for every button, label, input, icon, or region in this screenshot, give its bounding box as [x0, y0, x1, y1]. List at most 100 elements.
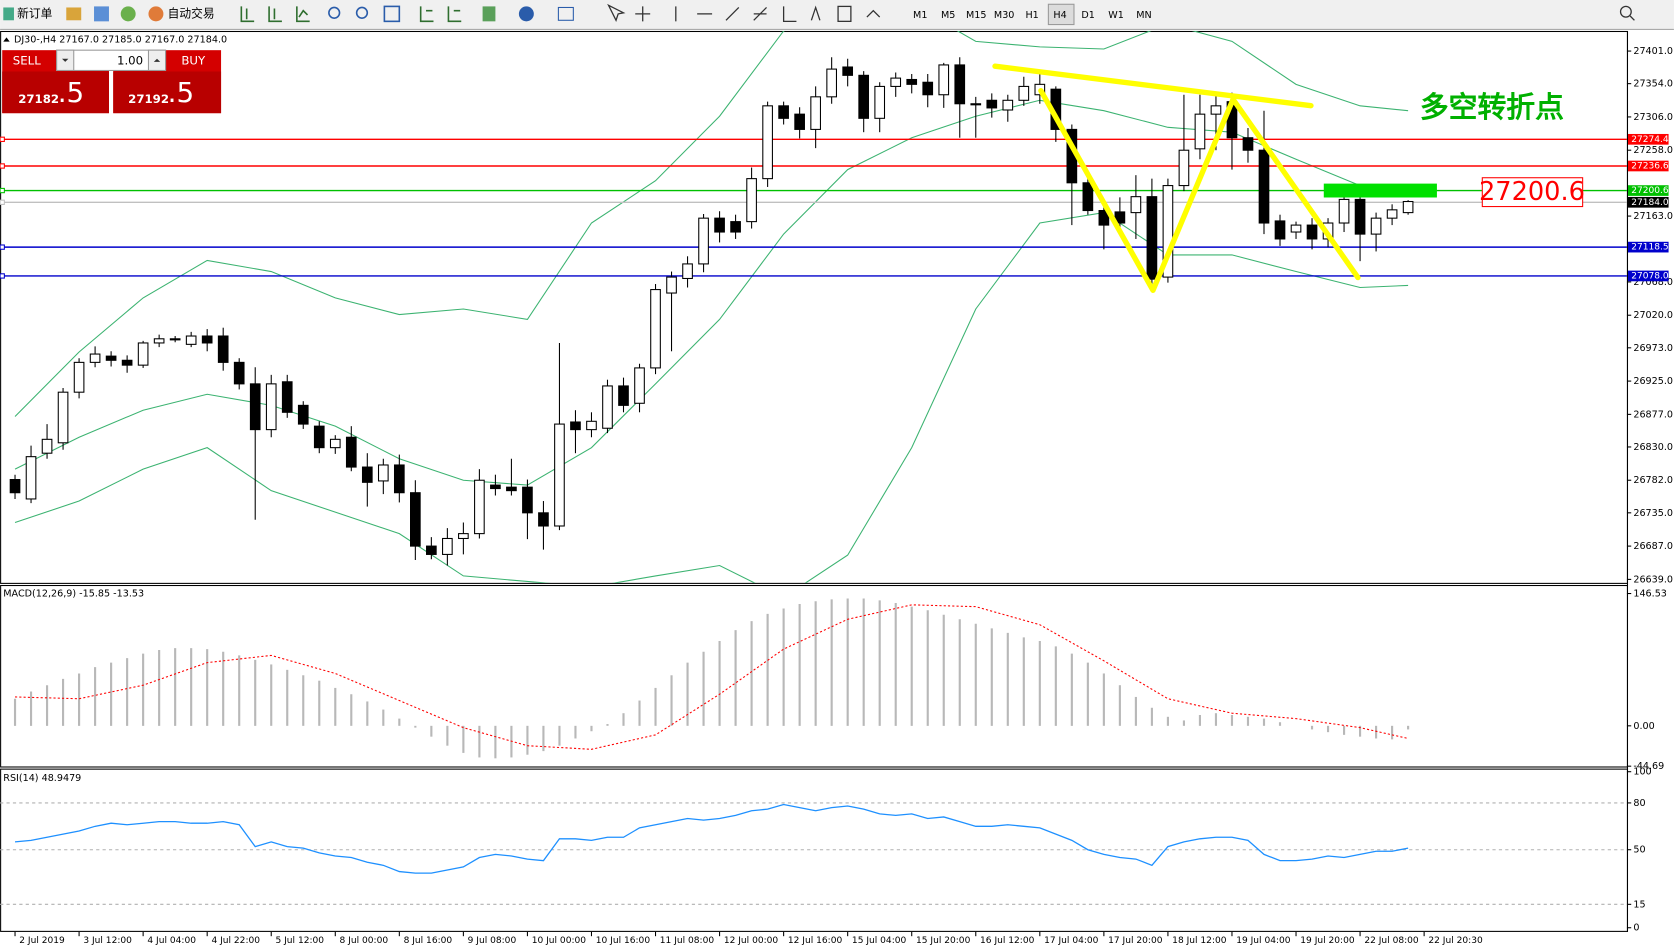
timeframe-button[interactable]: MN: [1136, 10, 1151, 21]
scroll-icon[interactable]: [419, 6, 434, 23]
trendline-icon[interactable]: [725, 7, 740, 21]
y-tick-label: -44.69: [1633, 761, 1664, 772]
chart-candle-icon[interactable]: [268, 6, 282, 23]
candle-body: [490, 484, 501, 490]
sell-price-area[interactable]: [2, 71, 109, 114]
price-level-label: 27118.5: [1631, 243, 1668, 253]
candle-body: [1146, 196, 1158, 280]
candle-body: [442, 537, 453, 555]
tool-icon[interactable]: [94, 6, 109, 22]
candle-body: [410, 492, 421, 547]
y-tick-label: 27020.0: [1633, 310, 1673, 321]
candle-body: [1002, 99, 1014, 111]
lot-up-arrow: [153, 58, 161, 62]
timeframe-button[interactable]: M5: [941, 10, 955, 21]
buy-price-area[interactable]: [113, 71, 222, 114]
candle-body: [842, 66, 854, 76]
x-tick-label: 17 Jul 20:00: [1108, 936, 1163, 946]
candle-body: [506, 486, 517, 492]
period-icon[interactable]: [518, 6, 534, 22]
candle-body: [89, 353, 101, 363]
new-order-icon[interactable]: [3, 7, 14, 21]
indicator-icon[interactable]: [482, 6, 496, 22]
buy-label[interactable]: BUY: [181, 53, 206, 67]
timeframe-button[interactable]: H4: [1053, 10, 1066, 21]
tool-icon[interactable]: [66, 7, 82, 21]
sell-label[interactable]: SELL: [13, 53, 41, 67]
price-level-marker: [0, 244, 5, 250]
chart-bar-icon[interactable]: [240, 6, 255, 23]
candle-body: [874, 85, 886, 119]
y-tick-label: 26925.0: [1633, 376, 1673, 387]
trade-panel: SELL BUY 1.00 27182 .5 27192 .5: [2, 49, 222, 114]
price-level-tag: [1628, 270, 1669, 282]
x-tick-label: 4 Jul 04:00: [147, 936, 196, 946]
candle-body: [1210, 105, 1222, 115]
candle-body: [986, 99, 998, 109]
w-pattern-line: [1038, 88, 1361, 294]
candle-body: [1018, 85, 1030, 101]
shift-icon[interactable]: [447, 6, 462, 23]
candle-body: [185, 335, 197, 345]
crosshair-icon[interactable]: [635, 6, 651, 22]
price-level-marker: [0, 163, 5, 169]
timeframe-button[interactable]: D1: [1081, 10, 1095, 21]
auto-trade-button[interactable]: 自动交易: [168, 6, 215, 20]
x-tick-label: 3 Jul 12:00: [83, 936, 132, 946]
candle-body: [1098, 209, 1110, 226]
timeframe-button[interactable]: W1: [1108, 10, 1124, 21]
timeframe-button[interactable]: M1: [913, 10, 927, 21]
candle-body: [9, 479, 21, 494]
zoom-out-icon[interactable]: [355, 6, 369, 19]
y-tick-label: 146.53: [1633, 589, 1667, 600]
candle-body: [730, 221, 741, 233]
fibo-icon[interactable]: [782, 6, 797, 22]
price-level-tag: [1628, 160, 1669, 172]
lot-down-arrow: [62, 58, 69, 62]
timeframe-button[interactable]: M15: [966, 10, 987, 21]
macd-plot: [13, 598, 1410, 759]
candle-body: [474, 479, 485, 535]
candle-body: [890, 77, 902, 87]
y-tick-label: 100: [1633, 767, 1651, 778]
candle-body: [570, 421, 581, 431]
label-icon[interactable]: [837, 5, 852, 22]
new-order-button[interactable]: 新订单: [17, 6, 52, 20]
arrow-icon[interactable]: [866, 9, 881, 18]
active-timeframe[interactable]: [1047, 3, 1075, 26]
text-icon[interactable]: [810, 5, 821, 21]
cursor-icon[interactable]: [607, 3, 626, 22]
buy-price-pips[interactable]: .5: [168, 76, 194, 109]
candle-body: [1370, 217, 1382, 235]
buy-price-main[interactable]: 27192: [128, 92, 169, 106]
auto-trade-icon[interactable]: [148, 6, 164, 22]
y-tick-label: 26639.0: [1633, 574, 1673, 585]
candle-body: [810, 96, 821, 130]
candle-body: [393, 464, 405, 494]
sell-price-main[interactable]: 27182: [18, 92, 59, 106]
template-icon[interactable]: [557, 6, 574, 21]
sell-price-pips[interactable]: .5: [58, 76, 84, 109]
chart-line-icon[interactable]: [296, 6, 310, 23]
candle-body: [538, 512, 549, 527]
y-tick-label: 27258.0: [1633, 145, 1673, 156]
candle-body: [25, 456, 37, 500]
candle-body: [634, 367, 645, 404]
lot-value[interactable]: 1.00: [117, 53, 143, 67]
tool-icon[interactable]: [120, 6, 136, 22]
tile-icon[interactable]: [383, 5, 401, 23]
search-icon[interactable]: [1619, 5, 1632, 18]
y-tick-label: 26735.0: [1633, 508, 1673, 519]
candle-body: [329, 438, 341, 449]
candle-body: [73, 361, 85, 393]
candle-body: [281, 381, 293, 413]
x-tick-label: 4 Jul 22:00: [211, 936, 260, 946]
channel-icon[interactable]: [753, 7, 767, 21]
price-level-marker: [0, 199, 5, 205]
y-tick-label: 27306.0: [1633, 112, 1673, 123]
timeframe-button[interactable]: H1: [1025, 10, 1038, 21]
timeframe-button[interactable]: M30: [994, 10, 1015, 21]
zoom-in-icon[interactable]: [328, 6, 341, 19]
candle-body: [938, 64, 950, 96]
price-level-tag: [1628, 241, 1669, 253]
